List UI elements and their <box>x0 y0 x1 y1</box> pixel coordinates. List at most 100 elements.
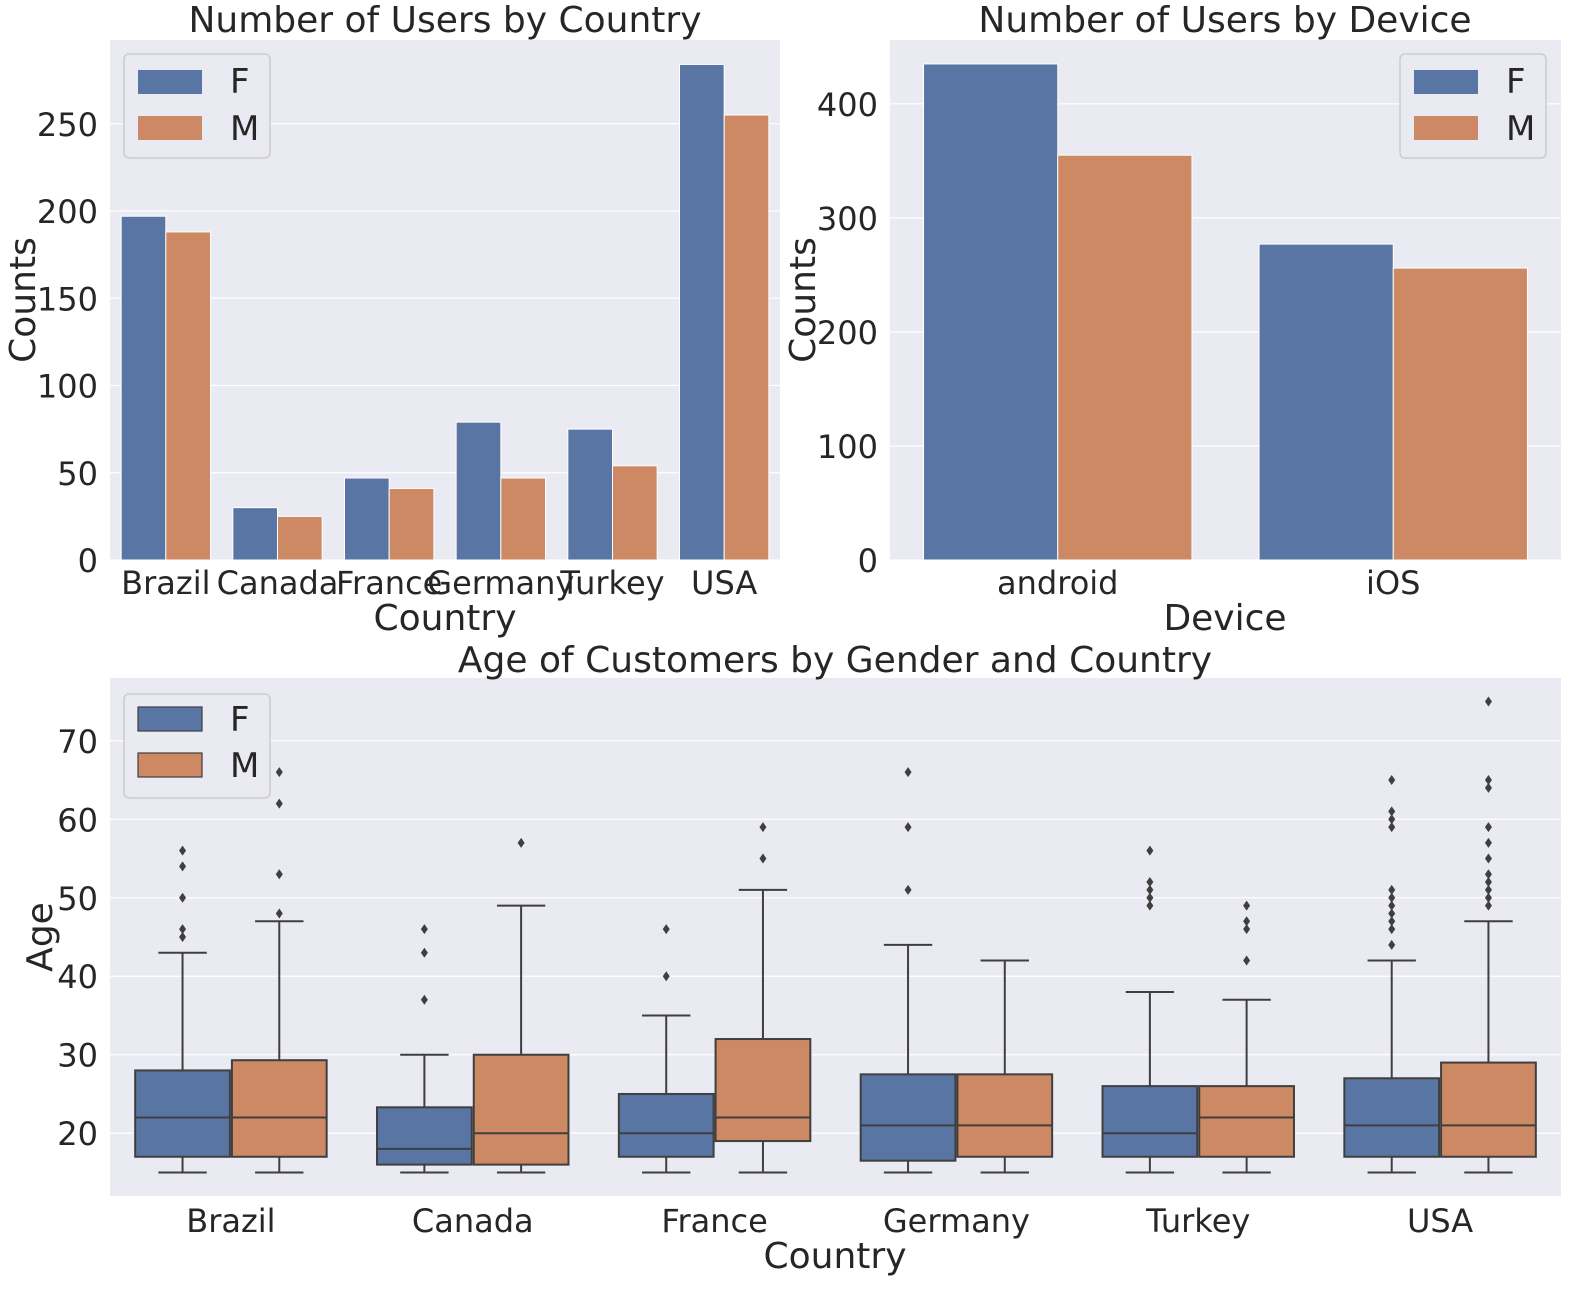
outlier-usa-f <box>1388 775 1396 786</box>
outlier-brazil-m <box>275 869 283 880</box>
y-tick-label: 40 <box>57 958 98 996</box>
legend-swatch-f <box>137 706 203 732</box>
outlier-turkey-f <box>1146 884 1154 895</box>
bar-turkey-m <box>612 465 658 561</box>
outlier-usa-f <box>1388 884 1396 895</box>
legend-swatch-m <box>138 116 202 140</box>
bar-turkey-f <box>567 428 613 561</box>
x-tick-label: France <box>336 564 442 602</box>
box-turkey-m <box>1198 1085 1295 1158</box>
outlier-usa-f <box>1388 900 1396 911</box>
box-germany-f <box>859 1073 957 1162</box>
outlier-usa-f <box>1388 822 1396 833</box>
bar-canada-f <box>232 507 278 561</box>
outlier-germany-f <box>904 822 912 833</box>
outlier-france-m <box>759 853 767 864</box>
bar-ios-f <box>1258 243 1394 561</box>
y-tick-label: 150 <box>37 280 98 318</box>
box-usa-m <box>1440 1061 1537 1158</box>
legend-age: F M <box>123 693 271 799</box>
outlier-usa-m <box>1484 884 1492 895</box>
outlier-usa-f <box>1388 939 1396 950</box>
outlier-usa-m <box>1484 822 1492 833</box>
y-tick-label: 250 <box>37 106 98 144</box>
outlier-france-m <box>759 822 767 833</box>
x-tick-label: Canada <box>412 1202 534 1240</box>
box-turkey-f <box>1101 1085 1199 1158</box>
outlier-turkey-m <box>1243 900 1251 911</box>
y-tick-label: 200 <box>37 193 98 231</box>
outlier-brazil-f <box>179 924 187 935</box>
x-tick-label: android <box>997 564 1118 602</box>
bar-france-f <box>344 477 390 561</box>
outlier-turkey-f <box>1146 877 1154 888</box>
box-france-f <box>617 1092 715 1158</box>
y-axis-label-age: Age <box>20 902 61 972</box>
x-tick-label: Canada <box>217 564 339 602</box>
y-tick-label: 60 <box>57 801 98 839</box>
outlier-brazil-m <box>275 908 283 919</box>
outlier-usa-f <box>1388 924 1396 935</box>
x-axis-label-device: Device <box>1163 598 1286 639</box>
legend-swatch-m <box>1414 116 1478 140</box>
chart-title-device: Number of Users by Device <box>978 0 1471 41</box>
y-tick-label: 50 <box>57 455 98 493</box>
x-axis-label-country: Country <box>373 598 516 639</box>
outlier-canada-f <box>420 924 428 935</box>
y-tick-label: 200 <box>817 314 878 352</box>
y-tick-label: 400 <box>817 86 878 124</box>
outlier-brazil-f <box>179 892 187 903</box>
x-tick-label: USA <box>1407 1202 1473 1240</box>
outlier-france-f <box>662 971 670 982</box>
outlier-usa-f <box>1388 806 1396 817</box>
outlier-usa-m <box>1484 892 1492 903</box>
panel-country: 0 50 100 150 200 250 Brazil CanadaFranceGerman… <box>3 0 780 639</box>
bar-android-f <box>923 63 1059 561</box>
x-tick-label: Germany <box>883 1202 1030 1240</box>
outlier-brazil-m <box>275 767 283 778</box>
bar-brazil-f <box>120 215 167 561</box>
outlier-usa-f <box>1388 892 1396 903</box>
y-axis-label-device: Counts <box>783 237 824 363</box>
x-axis-label-age: Country <box>763 1236 906 1277</box>
bar-germany-f <box>455 421 502 561</box>
x-tick-label: Brazil <box>121 564 210 602</box>
y-tick-label: 70 <box>57 723 98 761</box>
chart-title-age: Age of Customers by Gender and Country <box>458 640 1212 681</box>
outlier-canada-f <box>420 994 428 1005</box>
bar-brazil-m <box>165 231 211 561</box>
outlier-brazil-f <box>179 861 187 872</box>
x-tick-label: Turkey <box>1145 1202 1250 1240</box>
outlier-turkey-m <box>1243 955 1251 966</box>
outlier-usa-m <box>1484 853 1492 864</box>
x-tick-label: USA <box>691 564 757 602</box>
y-tick-label: 100 <box>37 368 98 406</box>
y-tick-label: 0 <box>78 542 98 580</box>
legend-label-m: M <box>1506 109 1535 149</box>
legend-label-f: F <box>1506 62 1526 102</box>
outlier-usa-m <box>1484 877 1492 888</box>
outlier-turkey-f <box>1146 892 1154 903</box>
x-tick-label: Turkey <box>559 564 664 602</box>
outlier-usa-f <box>1388 916 1396 927</box>
bar-germany-m <box>500 477 547 561</box>
legend-label-m: M <box>230 746 259 786</box>
legend-swatch-m <box>137 752 203 778</box>
y-tick-label: 50 <box>57 880 98 918</box>
outlier-canada-m <box>517 837 525 848</box>
chart-title-country: Number of Users by Country <box>188 0 701 41</box>
outlier-germany-f <box>904 884 912 895</box>
outlier-turkey-f <box>1146 900 1154 911</box>
box-canada-m <box>472 1053 570 1166</box>
legend-label-f: F <box>230 62 250 102</box>
outlier-turkey-m <box>1243 916 1251 927</box>
panel-age: 20 30 40 50 60 70 Brazil Canada France Germany Tu… <box>20 640 1561 1277</box>
y-axis-label-country: Counts <box>3 237 44 363</box>
outlier-turkey-m <box>1243 924 1251 935</box>
outlier-france-f <box>662 924 670 935</box>
legend-label-m: M <box>230 109 259 149</box>
panel-device: 0 100 200 300 400 android iOS Number of Users… <box>783 0 1561 639</box>
x-tick-label: Germany <box>427 564 574 602</box>
y-tick-label: 20 <box>57 1115 98 1153</box>
